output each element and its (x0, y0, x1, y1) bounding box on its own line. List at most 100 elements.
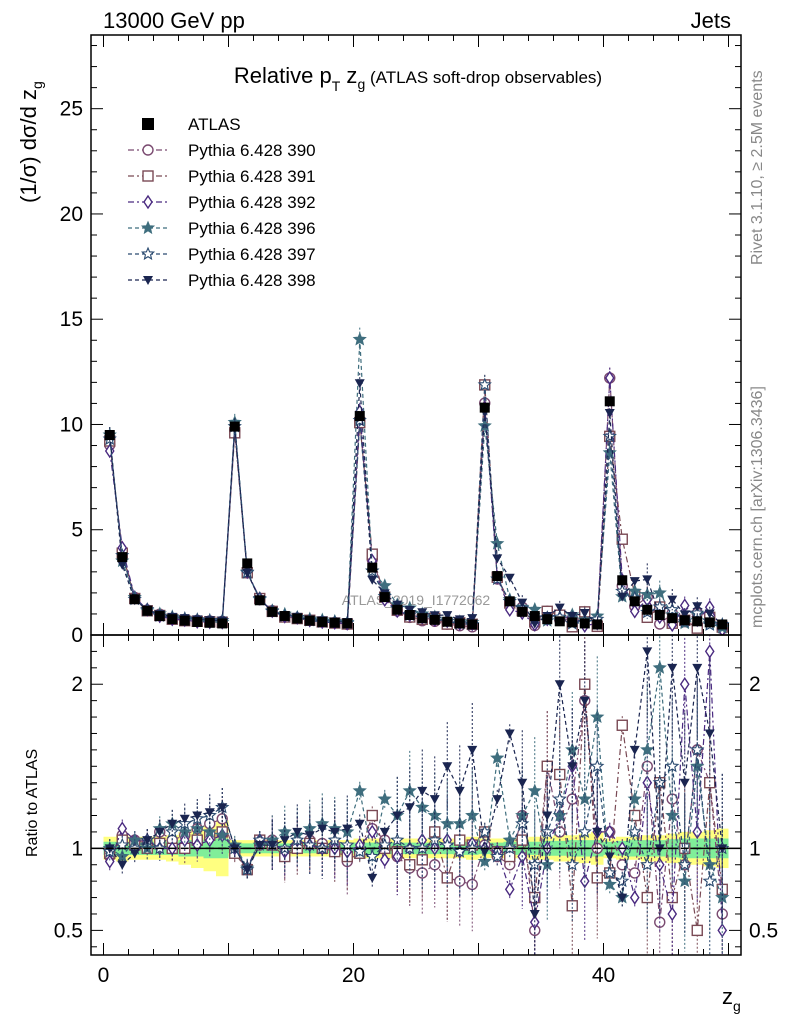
series-5-point (665, 758, 680, 773)
series-6-point (617, 893, 628, 903)
legend-label: Pythia 6.428 391 (188, 167, 316, 186)
series-3-point (717, 923, 728, 938)
series-6-point (354, 819, 365, 829)
series-6-point (429, 795, 440, 805)
series-6-point (342, 824, 353, 834)
atlas-data-point (567, 617, 578, 628)
series-4-point (715, 890, 730, 904)
series-6-point (504, 573, 515, 583)
series-3-point (117, 821, 128, 836)
legend-item-series-1: Pythia 6.428 390 (128, 141, 316, 160)
series-6-point (554, 680, 565, 690)
series-6-point (504, 729, 515, 739)
legend-label: Pythia 6.428 396 (188, 219, 316, 238)
series-6-point (604, 852, 615, 862)
series-5-point (452, 844, 467, 858)
atlas-data-point (517, 606, 528, 617)
series-6-point (304, 831, 315, 841)
series-6-point (617, 592, 628, 602)
series-5-point (477, 377, 492, 391)
legend-label: Pythia 6.428 392 (188, 193, 316, 212)
atlas-data-point (229, 421, 240, 432)
series-3-point (504, 882, 515, 897)
series-6-point (179, 814, 190, 824)
legend-item-series-5: Pythia 6.428 397 (128, 245, 316, 264)
atlas-data-point (404, 610, 415, 620)
atlas-data-point (504, 596, 515, 607)
series-3-ratio (104, 635, 728, 955)
series-5-point (365, 849, 380, 863)
atlas-data-point (379, 592, 390, 603)
series-3-point (604, 370, 615, 386)
atlas-data-point (367, 562, 378, 573)
atlas-data-point (417, 613, 428, 624)
series-6-point (479, 847, 490, 857)
series-3-line (109, 651, 723, 931)
atlas-data-point (204, 617, 215, 628)
ratio-frame (90, 634, 742, 956)
y-tick-label: 25 (60, 98, 83, 121)
series-6-point (679, 778, 690, 788)
series-4-point (652, 585, 667, 600)
y-tick-label: 0 (71, 624, 83, 647)
x-tick-label: 0 (98, 964, 110, 987)
series-6-point (404, 803, 415, 813)
atlas-data-point (142, 605, 153, 616)
series-6-point (254, 841, 265, 851)
atlas-data-point (667, 613, 678, 624)
series-6-point (242, 568, 253, 578)
series-4-point (652, 660, 667, 674)
atlas-data-point (654, 610, 665, 620)
legend-marker (142, 118, 154, 130)
series-4-point (490, 536, 505, 550)
atlas-data-point (554, 616, 565, 627)
legend-marker (143, 194, 153, 210)
series-5-point (477, 824, 492, 838)
series-6-point (217, 803, 228, 813)
series-4-point (377, 791, 392, 806)
series-2-point (616, 719, 628, 731)
series-6-point (442, 762, 453, 772)
series-6-point (579, 696, 590, 706)
legend-marker (140, 246, 156, 261)
series-6-point (367, 873, 378, 883)
legend-marker (143, 276, 153, 285)
series-6-point (354, 379, 365, 389)
series-4-point (477, 418, 492, 432)
series-6-point (167, 819, 178, 829)
ratio-panel (91, 635, 741, 955)
series-6-ratio (104, 635, 728, 955)
series-4-point (640, 742, 655, 756)
series-6-point (367, 575, 378, 585)
series-5-point (640, 857, 655, 871)
series-2-point (566, 900, 578, 912)
x-axis-label: zg (722, 984, 741, 1014)
series-4-point (440, 816, 455, 830)
series-5-point (490, 849, 505, 863)
series-3-point (667, 906, 678, 922)
series-6-point (492, 795, 503, 805)
atlas-data-point (442, 616, 453, 627)
series-6-point (379, 827, 390, 837)
series-6-point (529, 909, 540, 919)
series-6-point (467, 614, 478, 624)
series-6-point (292, 827, 303, 837)
series-4-ratio (102, 635, 730, 955)
series-2-point (629, 809, 641, 822)
series-5-point (327, 832, 342, 847)
atlas-data-point (292, 613, 303, 624)
series-6-point (542, 811, 553, 821)
series-6-point (517, 778, 528, 788)
series-4-point (540, 857, 555, 871)
series-6-point (679, 610, 690, 620)
series-4-point (490, 750, 505, 765)
atlas-data-point (704, 617, 715, 628)
series-6-point (129, 849, 140, 859)
atlas-data-point (679, 615, 690, 626)
y-tick-label: 10 (60, 413, 83, 436)
series-4-point (215, 827, 230, 842)
series-5-point (677, 857, 692, 871)
series-6-point (117, 560, 128, 570)
atlas-data-point (167, 614, 178, 625)
